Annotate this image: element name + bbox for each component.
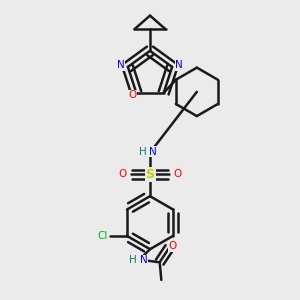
Text: O: O (173, 169, 181, 179)
Text: O: O (169, 241, 177, 251)
Text: O: O (128, 91, 136, 100)
Text: O: O (118, 169, 127, 179)
Text: Cl: Cl (98, 231, 108, 241)
Text: S: S (146, 168, 154, 181)
Text: N: N (140, 256, 147, 266)
Text: N: N (149, 147, 157, 157)
Text: H: H (139, 147, 147, 157)
Text: N: N (117, 60, 124, 70)
Text: N: N (176, 60, 183, 70)
Text: H: H (129, 256, 137, 266)
